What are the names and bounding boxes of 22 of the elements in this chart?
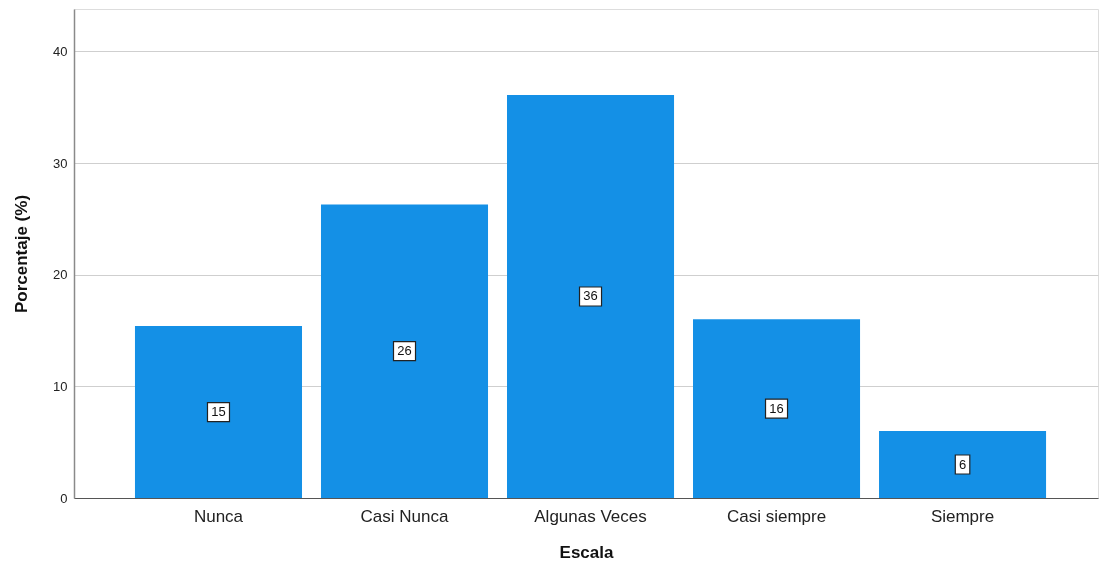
y-tick-label: 0 (60, 490, 68, 506)
y-tick-label: 20 (53, 267, 68, 283)
x-tick-label: Casi siempre (726, 506, 827, 526)
bar (693, 319, 861, 498)
bar (879, 431, 1047, 498)
x-tick-label: Casi Nunca (360, 506, 449, 526)
x-axis-title: Escala (559, 542, 614, 562)
y-axis-title: Porcentaje (%) (12, 194, 32, 314)
data-label: 36 (583, 288, 598, 304)
x-tick-label: Siempre (930, 506, 995, 526)
y-tick-label: 10 (53, 378, 68, 394)
bar (320, 204, 489, 498)
data-label: 15 (211, 404, 226, 420)
x-tick-label: Nunca (193, 506, 244, 526)
data-label: 26 (397, 343, 412, 359)
y-tick-label: 30 (53, 155, 68, 171)
bar (507, 94, 675, 498)
data-label: 6 (958, 456, 967, 472)
bar (134, 326, 303, 498)
y-tick-label: 40 (53, 43, 68, 59)
x-tick-label: Algunas Veces (534, 506, 647, 526)
data-label: 16 (769, 400, 784, 416)
